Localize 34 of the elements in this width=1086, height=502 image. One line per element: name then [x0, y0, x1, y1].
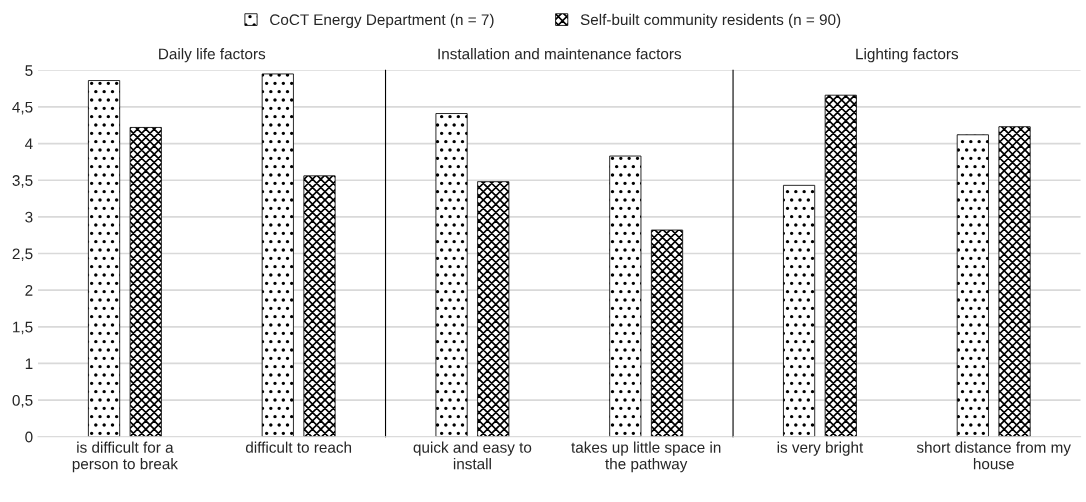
y-tick-label: 5 [25, 65, 33, 76]
y-tick-label: 0,5 [12, 394, 33, 408]
y-tick-label: 4,5 [12, 101, 33, 115]
bar [998, 126, 1031, 437]
bar [435, 113, 468, 437]
bar [87, 80, 121, 437]
y-tick-label: 3,5 [12, 175, 33, 188]
y-tick-label: 3 [25, 211, 33, 223]
x-tick-label: difficult to reach [245, 441, 352, 453]
y-tick-label: 1 [25, 358, 33, 369]
x-tick-label: is difficult for a person to break [72, 441, 178, 473]
chart-title: Installation and maintenance factors [438, 48, 682, 60]
bar [783, 184, 816, 437]
y-tick-label: 2 [25, 285, 33, 296]
bar [129, 127, 162, 437]
bar [303, 175, 336, 437]
x-tick-label: quick and easy to install [413, 441, 532, 470]
bar [824, 94, 857, 437]
bar [477, 181, 510, 437]
x-tick-label: is very bright [777, 441, 864, 456]
legend-label: CoCT Energy Department (n = 7) [270, 13, 494, 29]
bar [650, 229, 684, 437]
y-tick-label: 2,5 [12, 248, 33, 261]
chart-title: Lighting factors [856, 48, 959, 63]
y-tick-label: 1,5 [13, 321, 33, 335]
legend-label: Self-built community residents (n = 90) [580, 13, 841, 29]
x-tick-label: takes up little space in the pathway [571, 441, 721, 473]
bar [609, 155, 642, 437]
x-tick-label: short distance from my house [916, 441, 1071, 470]
y-tick-label: 4 [25, 138, 33, 150]
bar [261, 73, 294, 437]
y-tick-label: 0 [25, 431, 33, 443]
bar [956, 134, 989, 437]
chart-title: Daily life factors [159, 48, 266, 63]
